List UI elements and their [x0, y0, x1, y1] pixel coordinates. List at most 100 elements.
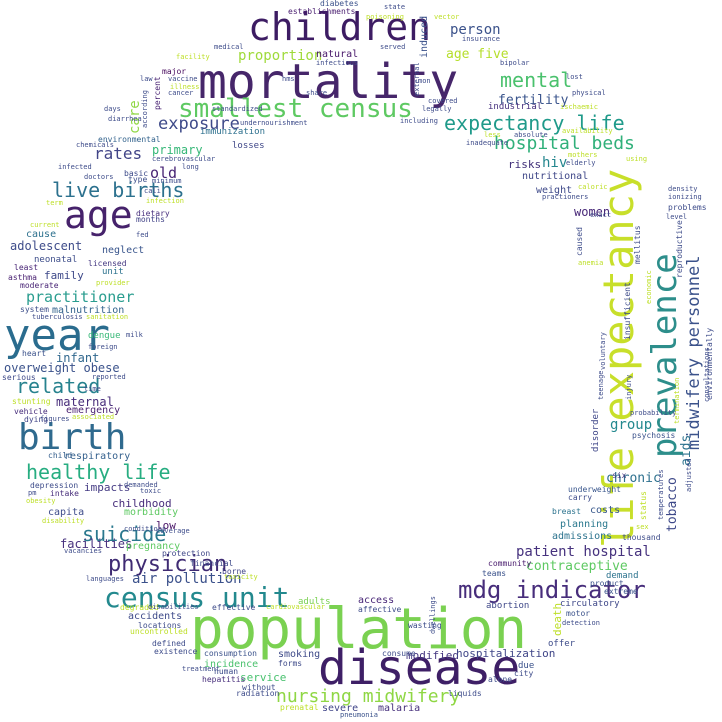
word-environmental: environmental	[98, 135, 161, 144]
word-hospital-beds: hospital beds	[494, 133, 635, 154]
word-asthma: asthma	[8, 273, 37, 282]
word-old: old	[150, 164, 178, 182]
word-physical: physical	[572, 89, 606, 97]
word-establishments: establishments	[288, 7, 356, 16]
word-contraceptive: contraceptive	[526, 559, 628, 574]
word-law: law	[140, 75, 153, 83]
word-status: status	[639, 491, 648, 520]
word-figures: figures	[40, 415, 70, 423]
word-basic: basic	[124, 169, 149, 178]
word-milk: milk	[126, 331, 143, 339]
word-adolescent: adolescent	[10, 239, 83, 253]
word-practioners: practioners	[542, 193, 589, 201]
word-exposure: exposure	[158, 114, 240, 134]
word-six: six	[612, 471, 627, 480]
word-locations: locations	[138, 621, 182, 630]
word-malnutrition: malnutrition	[52, 305, 125, 316]
word-term: term	[46, 199, 63, 207]
word-problems: problems	[668, 203, 707, 212]
word-impacts: impacts	[84, 481, 131, 494]
word-tobacco: tobacco	[665, 477, 680, 532]
word-overweight-obese: overweight obese	[4, 361, 120, 375]
word-legally: legally	[422, 105, 452, 113]
word-due: due	[518, 661, 535, 671]
word-illness: illness	[170, 83, 200, 91]
word-economic: economic	[645, 270, 653, 304]
word-rates: rates	[94, 144, 143, 163]
word-air-pollution: air pollution	[132, 571, 242, 587]
word-industrial: industrial	[488, 102, 543, 112]
word-pm: pm	[28, 489, 37, 497]
word-induced: induced	[419, 15, 430, 58]
word-severe: severe	[322, 703, 359, 714]
word-probability: probability	[630, 409, 677, 417]
word-cancer: cancer	[168, 89, 194, 97]
word-covered: covered	[428, 97, 458, 105]
word-vaccine: vaccine	[168, 75, 198, 83]
word-census-unit: census unit	[104, 581, 290, 614]
word-age-five: age five	[446, 47, 509, 62]
word-detection: detection	[562, 619, 600, 627]
word-mon: mon	[418, 77, 431, 85]
word-disabilities: disabilities	[148, 603, 199, 611]
word-associated: associated	[72, 413, 115, 421]
word-community: community	[488, 559, 532, 568]
word-minimum: minimum	[152, 177, 182, 185]
word-adjusted: adjusted	[685, 458, 693, 492]
word-insurance: insurance	[462, 35, 500, 43]
word-planning: planning	[560, 519, 609, 530]
word-carry: carry	[568, 493, 593, 502]
word-treatment: treatment	[182, 665, 220, 673]
word-moderate: moderate	[20, 281, 59, 290]
word-density: density	[668, 185, 698, 193]
word-infected: infected	[58, 163, 92, 171]
word-served: served	[380, 43, 406, 51]
word-toxicity: toxicity	[224, 573, 258, 581]
word-standardized: standardized	[212, 105, 263, 113]
word-according: according	[141, 90, 149, 128]
word-prevalence: prevalence	[645, 253, 685, 458]
word-serious: serious	[2, 373, 36, 382]
word-reported: reported	[92, 373, 126, 381]
word-alone: alone	[488, 675, 513, 684]
word-motor: motor	[566, 609, 591, 618]
word-least: least	[14, 263, 39, 272]
word-vector: vector	[434, 13, 460, 21]
word-immunization: immunization	[200, 127, 266, 137]
word-state: state	[384, 3, 406, 11]
word-respiratory: respiratory	[64, 451, 131, 462]
word-year: year	[4, 310, 110, 361]
word-insufficient: insufficient	[623, 282, 632, 340]
word-hospitalization: hospitalization	[456, 647, 556, 660]
word-stunting: stunting	[12, 397, 51, 406]
word-wasting: wasting	[408, 621, 442, 630]
word-disorder: disorder	[591, 408, 601, 452]
word-intake: intake	[50, 489, 79, 498]
word-system: system	[20, 305, 49, 314]
word-inadequate: inadequate	[466, 139, 509, 147]
word-losses: losses	[232, 141, 265, 151]
word-suicide: suicide	[82, 522, 167, 546]
word-languages: languages	[86, 575, 124, 583]
word-provider: provider	[96, 279, 130, 287]
word-breast: breast	[552, 507, 581, 516]
word-temperatures: temperatures	[657, 469, 665, 520]
word-type: type	[128, 175, 148, 184]
word-service: service	[240, 671, 287, 684]
word-emergency: emergency	[66, 405, 121, 416]
word-product: product	[590, 579, 624, 588]
word-healthy-life: healthy life	[26, 460, 171, 484]
word-smoking: smoking	[278, 649, 321, 660]
word-consultations: consultations	[703, 347, 711, 402]
word-weight: weight	[536, 185, 573, 196]
word-hms: hms	[282, 75, 295, 83]
word-smallest-census: smallest census	[178, 94, 413, 124]
word-borne: borne	[222, 567, 247, 576]
word-teams: teams	[482, 569, 507, 578]
word-pneumonia: pneumonia	[340, 711, 378, 719]
word-current: current	[30, 221, 60, 229]
word-including: including	[400, 117, 438, 125]
word-pregnancy: pregnancy	[126, 541, 181, 552]
word-prenatal: prenatal	[280, 703, 319, 712]
